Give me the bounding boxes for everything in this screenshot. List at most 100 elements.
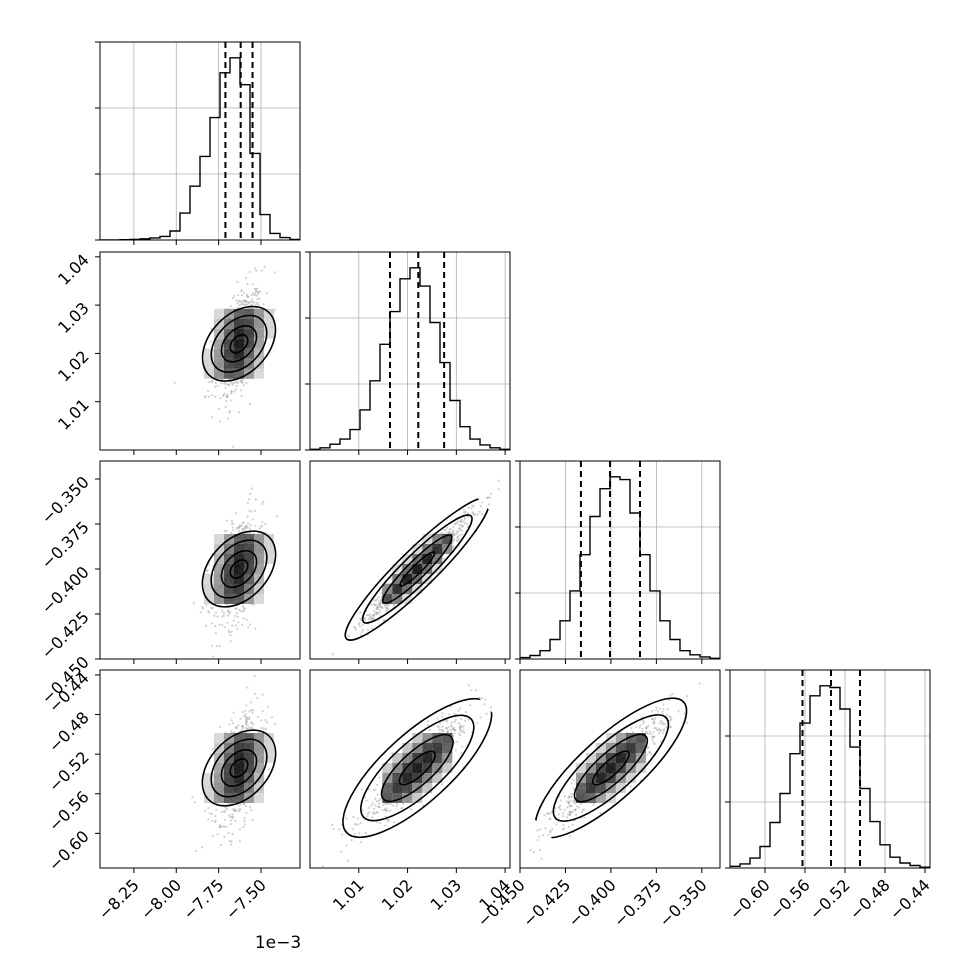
density-bin [234,753,244,763]
scatter-point [659,720,663,723]
scatter-point [379,599,383,602]
scatter-point [384,809,387,812]
scatter-point [376,805,379,808]
scatter-point [448,713,451,716]
scatter-point [402,802,405,806]
y-tick-label: −0.56 [45,787,93,835]
scatter-point [204,396,207,399]
scatter-point [240,294,243,297]
scatter-point [226,621,229,624]
scatter-point [359,625,362,628]
scatter-point [568,835,571,838]
scatter-point [332,827,335,831]
scatter-point [207,807,210,810]
scatter-point [237,608,241,611]
scatter-point [646,726,649,729]
scatter-point [379,605,382,609]
density-bin [382,793,393,803]
scatter-point [642,722,645,725]
scatter-point [451,735,455,738]
scatter-point [464,719,467,723]
scatter-point [372,617,375,620]
scatter-point [441,712,444,715]
density-bin [224,594,234,604]
scatter-point [639,724,642,727]
scatter-point [461,529,464,532]
density-bin [224,584,234,594]
scatter-point [569,805,572,808]
scatter-point [234,512,237,515]
scatter-point [573,799,577,803]
scatter-point [238,526,241,529]
scatter-point [237,621,240,624]
scatter-point [270,716,273,719]
scatter-point [655,706,658,709]
scatter-point [445,531,448,534]
density-bin [254,534,264,544]
scatter-point [454,729,457,732]
scatter-point [248,403,251,406]
scatter-point [248,710,251,713]
density-bin [432,534,443,544]
density-bin [204,348,214,359]
density-bin [442,743,453,753]
scatter-point [238,525,242,528]
scatter-point [375,800,378,803]
scatter-point [210,380,213,383]
scatter-point [221,825,224,828]
scatter-point [231,817,234,820]
density-bin [254,564,264,574]
scatter-point [549,831,552,834]
scatter-point [652,735,655,738]
scatter-point [449,705,452,708]
scatter-point [645,731,649,735]
y-tick-label: −0.375 [38,517,93,572]
contour-2 [210,314,268,373]
density-bin [214,733,224,743]
scatter-point [229,819,233,822]
scatter-point [549,817,552,820]
scatter-point [459,718,462,721]
contour-3 [201,305,277,382]
scatter-point [235,726,238,729]
scatter-point [661,732,664,735]
scatter-point [372,603,375,606]
density-bin [264,554,274,564]
scatter-point [226,614,230,617]
scatter-point [450,724,453,727]
scatter-point [442,557,445,560]
scatter-point [256,697,259,700]
scatter-point [239,717,242,720]
scatter-point [475,689,478,692]
scatter-point [658,722,661,725]
scatter-point [453,523,456,526]
scatter-point [223,626,226,629]
density-bin [234,318,244,329]
y-tick-label: −0.350 [38,472,93,527]
density-bin [254,743,264,753]
scatter-point [248,509,251,512]
scatter-point [245,811,248,815]
scatter-point [446,730,449,734]
scatter-point [669,716,672,719]
scatter-point [449,528,452,531]
scatter-point [641,727,644,730]
density-bin [432,743,443,753]
scatter-point [677,709,680,713]
scatter-point [245,716,248,719]
contour-0 [591,750,630,786]
scatter-point [455,532,458,536]
density-bin [625,753,636,763]
density-bin [204,594,214,604]
scatter-point [207,818,210,821]
density-bin [224,358,234,369]
density-bin [615,753,626,763]
scatter-point [244,300,247,303]
scatter-point [365,799,368,802]
scatter-point [241,381,244,384]
scatter-point [238,299,241,303]
scatter-point [654,726,657,729]
scatter-point [249,524,252,527]
scatter-point [250,727,253,730]
density-bin [224,793,234,803]
